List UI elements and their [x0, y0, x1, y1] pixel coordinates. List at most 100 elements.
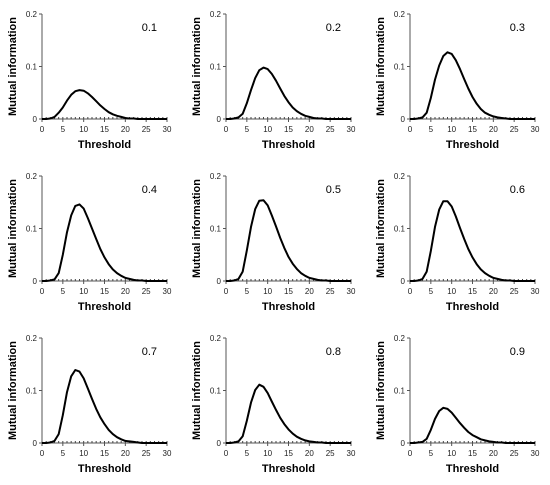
x-axis-title: Threshold	[78, 139, 131, 151]
y-tick-label: 0.2	[210, 334, 222, 343]
y-axis-title: Mutual information	[7, 17, 19, 116]
x-tick-label: 25	[510, 125, 519, 134]
chart-panel-4: 0 5 10 15 20 25 30 0 0.1 0.2 Threshold Mutual infor…	[7, 172, 172, 313]
x-tick-label: 25	[510, 287, 519, 296]
x-tick-label: 15	[284, 125, 293, 134]
y-tick-label: 0.1	[26, 387, 38, 396]
x-tick-label: 25	[142, 125, 151, 134]
x-tick-label: 10	[263, 287, 272, 296]
x-tick-label: 15	[468, 449, 477, 458]
x-tick-label: 10	[263, 125, 272, 134]
x-tick-label: 0	[40, 287, 45, 296]
x-tick-label: 0	[408, 287, 413, 296]
y-axis-title: Mutual information	[375, 17, 387, 116]
y-tick-label: 0.2	[394, 10, 406, 19]
y-tick-label: 0.2	[210, 172, 222, 181]
x-tick-label: 20	[121, 287, 130, 296]
y-tick-label: 0	[217, 439, 222, 448]
x-axis-title: Threshold	[78, 301, 131, 313]
x-tick-label: 10	[263, 449, 272, 458]
x-tick-label: 5	[429, 125, 434, 134]
x-tick-label: 25	[142, 287, 151, 296]
chart-panel-5: 0 5 10 15 20 25 30 0 0.1 0.2 Threshold Mutual infor…	[191, 172, 356, 313]
x-tick-label: 5	[429, 449, 434, 458]
x-tick-label: 30	[531, 125, 540, 134]
x-tick-label: 5	[61, 125, 66, 134]
y-tick-label: 0	[401, 439, 406, 448]
chart-panel-8: 0 5 10 15 20 25 30 0 0.1 0.2 Threshold Mutual infor…	[191, 334, 356, 475]
y-tick-label: 0.2	[210, 10, 222, 19]
x-tick-label: 0	[408, 449, 413, 458]
x-tick-label: 20	[121, 449, 130, 458]
series-line	[226, 199, 351, 282]
chart-panel-6: 0 5 10 15 20 25 30 0 0.1 0.2 Threshold Mutual infor…	[375, 172, 540, 313]
x-tick-label: 15	[100, 287, 109, 296]
x-tick-label: 20	[489, 125, 498, 134]
x-tick-label: 30	[163, 287, 172, 296]
x-tick-label: 30	[163, 449, 172, 458]
x-tick-label: 10	[447, 287, 456, 296]
series-line	[226, 383, 351, 444]
panel-label: 0.6	[510, 184, 525, 196]
x-tick-label: 10	[79, 287, 88, 296]
y-axis-title: Mutual information	[191, 179, 203, 278]
y-tick-label: 0.1	[394, 387, 406, 396]
y-tick-label: 0.1	[210, 225, 222, 234]
x-tick-label: 25	[142, 449, 151, 458]
series-line	[42, 203, 167, 282]
y-tick-label: 0.1	[26, 225, 38, 234]
x-tick-label: 15	[468, 125, 477, 134]
x-tick-label: 15	[100, 125, 109, 134]
chart-panel-2: 0 5 10 15 20 25 30 0 0.1 0.2 Threshold Mutual infor…	[191, 10, 356, 151]
series-line	[42, 369, 167, 444]
y-tick-label: 0	[401, 115, 406, 124]
x-tick-label: 10	[447, 449, 456, 458]
x-tick-label: 20	[121, 125, 130, 134]
x-axis-title: Threshold	[446, 139, 499, 151]
series-line	[410, 406, 535, 444]
x-tick-label: 25	[326, 125, 335, 134]
x-tick-label: 30	[347, 287, 356, 296]
x-tick-label: 30	[531, 287, 540, 296]
panel-label: 0.4	[142, 184, 157, 196]
x-axis-title: Threshold	[262, 139, 315, 151]
x-axis-title: Threshold	[446, 301, 499, 313]
x-tick-label: 0	[40, 125, 45, 134]
series-line	[410, 200, 535, 282]
x-tick-label: 5	[245, 287, 250, 296]
y-tick-label: 0.2	[26, 10, 38, 19]
x-tick-label: 0	[224, 449, 229, 458]
x-tick-label: 5	[61, 449, 66, 458]
x-tick-label: 15	[100, 449, 109, 458]
x-axis-title: Threshold	[78, 463, 131, 475]
y-axis-title: Mutual information	[375, 179, 387, 278]
chart-panel-7: 0 5 10 15 20 25 30 0 0.1 0.2 Threshold Mutual infor…	[7, 334, 172, 475]
panel-label: 0.1	[142, 22, 157, 34]
y-axis-title: Mutual information	[191, 341, 203, 440]
x-tick-label: 30	[163, 125, 172, 134]
y-tick-label: 0	[217, 115, 222, 124]
x-axis-title: Threshold	[262, 301, 315, 313]
y-axis-title: Mutual information	[7, 341, 19, 440]
y-tick-label: 0.1	[210, 63, 222, 72]
y-tick-label: 0.2	[394, 172, 406, 181]
x-tick-label: 5	[245, 125, 250, 134]
y-tick-label: 0	[401, 277, 406, 286]
y-tick-label: 0	[33, 439, 38, 448]
panel-label: 0.5	[326, 184, 341, 196]
y-tick-label: 0.2	[26, 172, 38, 181]
series-line	[42, 89, 167, 120]
y-axis-title: Mutual information	[191, 17, 203, 116]
x-tick-label: 20	[305, 449, 314, 458]
y-tick-label: 0.1	[394, 63, 406, 72]
x-tick-label: 5	[61, 287, 66, 296]
chart-panel-1: 0 5 10 15 20 25 30 0 0.1 0.2 Threshold Mutual infor…	[7, 10, 172, 151]
x-tick-label: 20	[305, 287, 314, 296]
y-tick-label: 0	[217, 277, 222, 286]
y-axis-title: Mutual information	[375, 341, 387, 440]
x-tick-label: 20	[305, 125, 314, 134]
x-tick-label: 0	[224, 125, 229, 134]
series-line	[410, 51, 535, 120]
y-tick-label: 0.2	[394, 334, 406, 343]
